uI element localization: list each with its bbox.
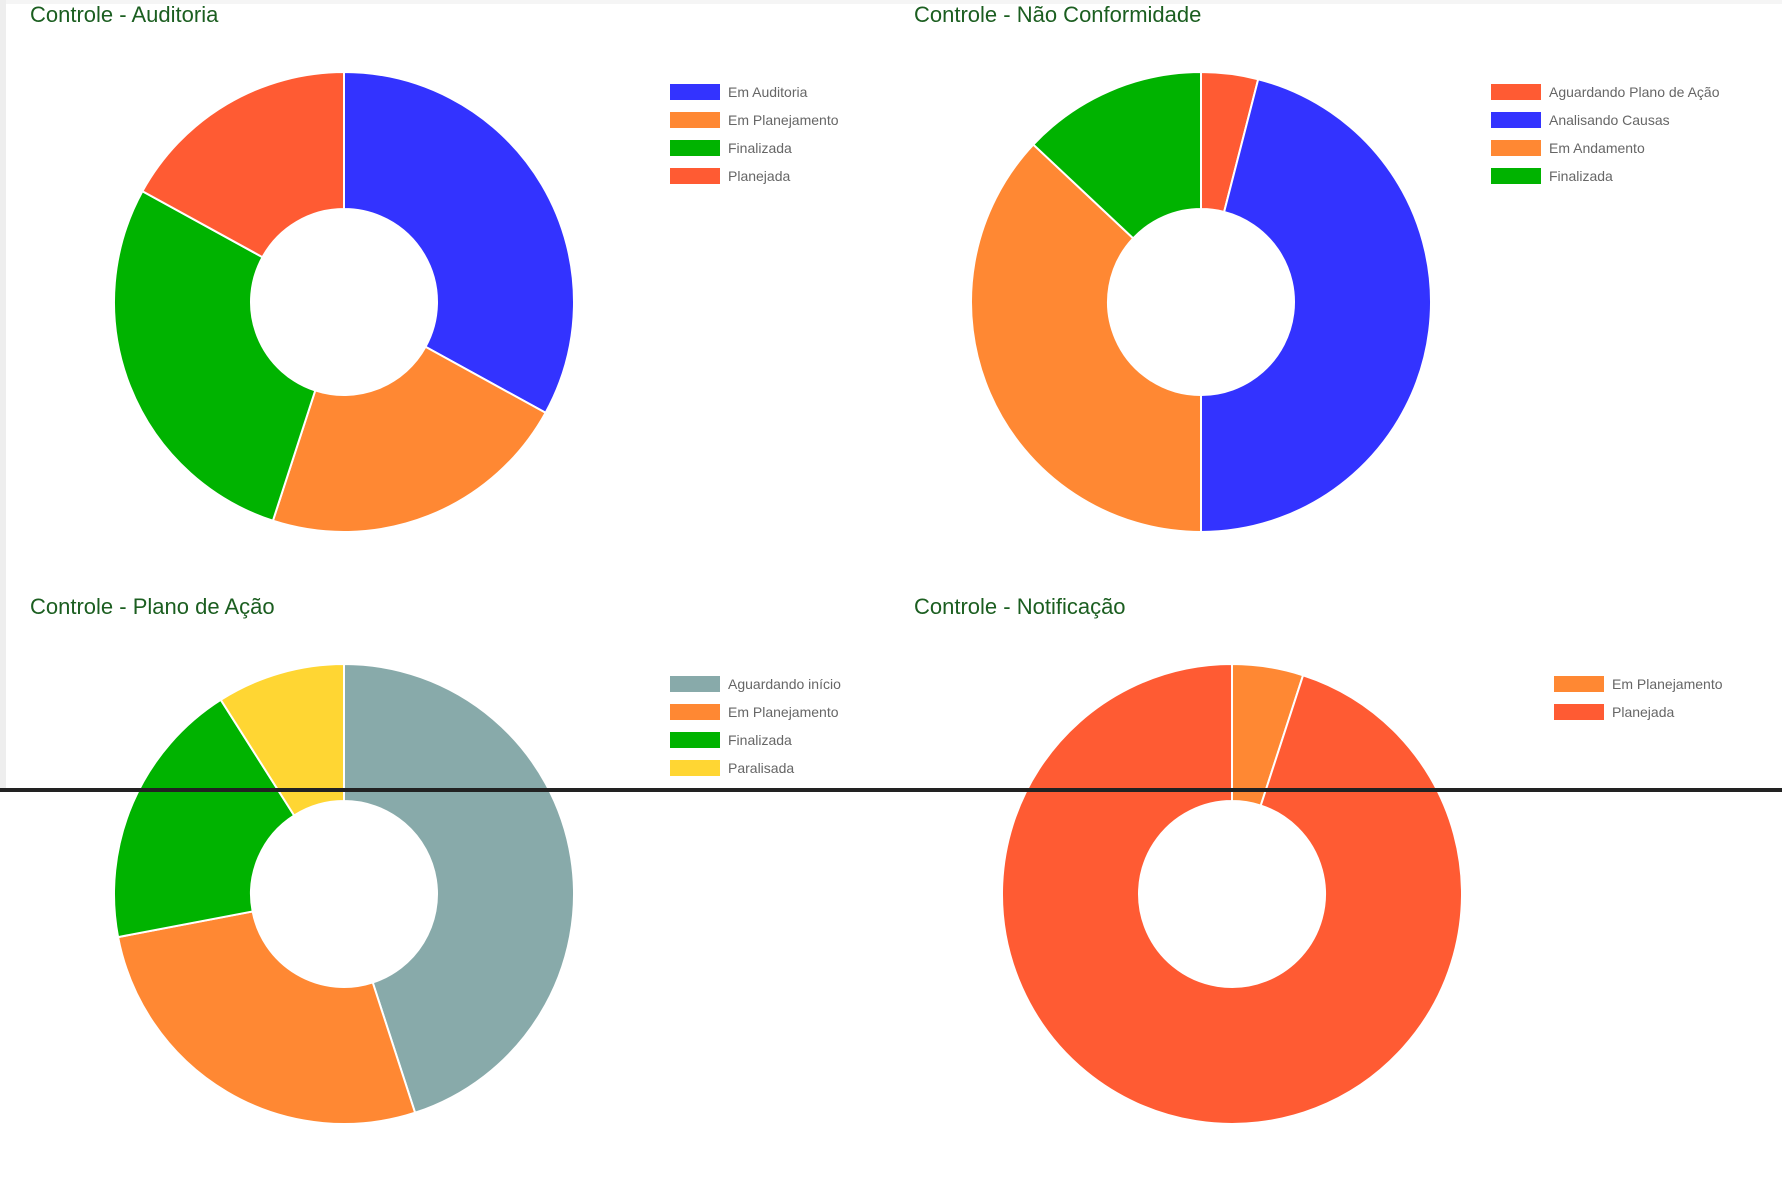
chart-panel-plano-de-acao: Controle - Plano de Ação Aguardando iníc… [30, 592, 910, 1182]
legend-label: Em Planejamento [728, 112, 839, 128]
legend-item-planejada[interactable]: Planejada [1554, 698, 1723, 726]
legend-swatch [670, 704, 720, 720]
donut-chart-auditoria [113, 70, 575, 533]
chart-panel-nao-conformidade: Controle - Não Conformidade Aguardando P… [914, 0, 1782, 590]
slice-em-andamento[interactable] [970, 143, 1202, 534]
legend-label: Aguardando Plano de Ação [1549, 84, 1720, 100]
legend-item-em-andamento[interactable]: Em Andamento [1491, 134, 1719, 162]
legend-swatch [1491, 112, 1541, 128]
legend-item-finalizada[interactable]: Finalizada [670, 134, 839, 162]
legend-swatch [670, 732, 720, 748]
chart-legend: Aguardando início Em Planejamento Finaliza… [670, 670, 841, 782]
chart-panel-auditoria: Controle - Auditoria Em Auditoria Em Plan… [30, 0, 910, 590]
chart-legend: Em Auditoria Em Planejamento Finalizada Pla… [670, 78, 839, 190]
legend-swatch [670, 140, 720, 156]
legend-swatch [670, 760, 720, 776]
legend-item-paralisada[interactable]: Paralisada [670, 754, 841, 782]
legend-label: Finalizada [728, 732, 792, 748]
legend-label: Paralisada [728, 760, 795, 776]
legend-label: Em Planejamento [1612, 676, 1723, 692]
bottom-edge [0, 788, 1782, 792]
legend-label: Em Auditoria [728, 84, 808, 100]
top-edge [6, 0, 1782, 4]
chart-legend: Aguardando Plano de Ação Analisando Causa… [1491, 78, 1719, 190]
chart-panel-notificacao: Controle - Notificação Em Planejamento Pl… [914, 592, 1782, 1182]
legend-item-finalizada[interactable]: Finalizada [670, 726, 841, 754]
legend-swatch [1554, 704, 1604, 720]
slice-planejada[interactable] [1001, 662, 1463, 1125]
sidebar-edge [0, 0, 6, 792]
legend-swatch [670, 84, 720, 100]
legend-label: Em Planejamento [728, 704, 839, 720]
legend-item-planejada[interactable]: Planejada [670, 162, 839, 190]
legend-item-em-planejamento[interactable]: Em Planejamento [1554, 670, 1723, 698]
legend-swatch [1491, 168, 1541, 184]
slice-finalizada[interactable] [1031, 70, 1202, 240]
legend-swatch [1491, 84, 1541, 100]
donut-chart-nao-conformidade [970, 70, 1432, 534]
legend-swatch [670, 112, 720, 128]
legend-label: Analisando Causas [1549, 112, 1670, 128]
legend-item-aguardando-plano-de-acao[interactable]: Aguardando Plano de Ação [1491, 78, 1719, 106]
slice-planejada[interactable] [141, 70, 345, 259]
slice-finalizada[interactable] [113, 189, 317, 523]
chart-title: Controle - Plano de Ação [30, 594, 275, 619]
legend-item-analisando-causas[interactable]: Analisando Causas [1491, 106, 1719, 134]
legend-label: Planejada [1612, 704, 1675, 720]
legend-label: Planejada [728, 168, 791, 184]
slice-em-planejamento[interactable] [116, 910, 417, 1125]
legend-label: Finalizada [728, 140, 792, 156]
slice-em-planejamento[interactable] [271, 345, 547, 533]
chart-title: Controle - Auditoria [30, 2, 219, 27]
legend-item-em-planejamento[interactable]: Em Planejamento [670, 106, 839, 134]
chart-title: Controle - Notificação [914, 594, 1126, 619]
legend-item-em-planejamento[interactable]: Em Planejamento [670, 698, 841, 726]
slice-em-auditoria[interactable] [343, 70, 575, 415]
chart-legend: Em Planejamento Planejada [1554, 670, 1723, 726]
legend-swatch [1491, 140, 1541, 156]
chart-title: Controle - Não Conformidade [914, 2, 1202, 27]
legend-item-aguardando-inicio[interactable]: Aguardando início [670, 670, 841, 698]
legend-swatch [1554, 676, 1604, 692]
legend-label: Finalizada [1549, 168, 1613, 184]
slice-analisando-causas[interactable] [1200, 78, 1432, 534]
legend-label: Em Andamento [1549, 140, 1645, 156]
legend-swatch [670, 676, 720, 692]
legend-item-finalizada[interactable]: Finalizada [1491, 162, 1719, 190]
legend-label: Aguardando início [728, 676, 841, 692]
legend-swatch [670, 168, 720, 184]
legend-item-em-auditoria[interactable]: Em Auditoria [670, 78, 839, 106]
